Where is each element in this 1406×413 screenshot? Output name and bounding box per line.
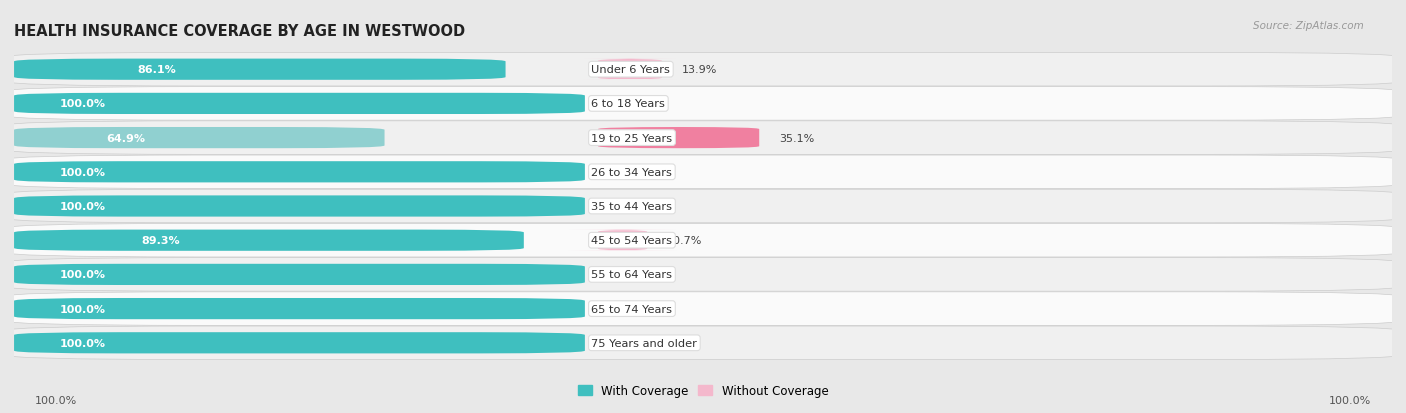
FancyBboxPatch shape xyxy=(1,156,1405,189)
Text: 0.0%: 0.0% xyxy=(617,338,645,348)
Text: 64.9%: 64.9% xyxy=(107,133,146,143)
Text: 19 to 25 Years: 19 to 25 Years xyxy=(592,133,672,143)
FancyBboxPatch shape xyxy=(583,59,676,81)
Text: 100.0%: 100.0% xyxy=(59,338,105,348)
Text: 10.7%: 10.7% xyxy=(666,236,702,246)
Text: 55 to 64 Years: 55 to 64 Years xyxy=(592,270,672,280)
Text: 26 to 34 Years: 26 to 34 Years xyxy=(592,167,672,177)
FancyBboxPatch shape xyxy=(1,292,1405,325)
Text: 45 to 54 Years: 45 to 54 Years xyxy=(592,236,672,246)
Text: 100.0%: 100.0% xyxy=(59,167,105,177)
Text: 100.0%: 100.0% xyxy=(59,304,105,314)
Legend: With Coverage, Without Coverage: With Coverage, Without Coverage xyxy=(572,379,834,401)
Text: HEALTH INSURANCE COVERAGE BY AGE IN WESTWOOD: HEALTH INSURANCE COVERAGE BY AGE IN WEST… xyxy=(14,24,465,39)
Text: Under 6 Years: Under 6 Years xyxy=(592,65,671,75)
FancyBboxPatch shape xyxy=(14,59,506,81)
Text: 100.0%: 100.0% xyxy=(59,202,105,211)
Text: 86.1%: 86.1% xyxy=(136,65,176,75)
Text: 0.0%: 0.0% xyxy=(617,99,645,109)
FancyBboxPatch shape xyxy=(14,196,585,217)
FancyBboxPatch shape xyxy=(14,264,585,285)
FancyBboxPatch shape xyxy=(14,162,585,183)
FancyBboxPatch shape xyxy=(1,258,1405,292)
Text: 100.0%: 100.0% xyxy=(35,395,77,405)
FancyBboxPatch shape xyxy=(1,121,1405,155)
FancyBboxPatch shape xyxy=(14,298,585,319)
Text: 35.1%: 35.1% xyxy=(779,133,814,143)
FancyBboxPatch shape xyxy=(14,128,384,149)
Text: 89.3%: 89.3% xyxy=(142,236,180,246)
Text: 0.0%: 0.0% xyxy=(617,202,645,211)
FancyBboxPatch shape xyxy=(1,190,1405,223)
FancyBboxPatch shape xyxy=(598,128,759,149)
FancyBboxPatch shape xyxy=(14,332,585,354)
FancyBboxPatch shape xyxy=(14,94,585,115)
Text: 35 to 44 Years: 35 to 44 Years xyxy=(592,202,672,211)
Text: 6 to 18 Years: 6 to 18 Years xyxy=(592,99,665,109)
FancyBboxPatch shape xyxy=(1,224,1405,257)
Text: 65 to 74 Years: 65 to 74 Years xyxy=(592,304,672,314)
Text: 0.0%: 0.0% xyxy=(617,304,645,314)
Text: 13.9%: 13.9% xyxy=(682,65,717,75)
Text: 75 Years and older: 75 Years and older xyxy=(592,338,697,348)
Text: 0.0%: 0.0% xyxy=(617,270,645,280)
FancyBboxPatch shape xyxy=(1,88,1405,121)
Text: Source: ZipAtlas.com: Source: ZipAtlas.com xyxy=(1253,21,1364,31)
FancyBboxPatch shape xyxy=(1,326,1405,360)
FancyBboxPatch shape xyxy=(14,230,524,251)
FancyBboxPatch shape xyxy=(568,230,676,251)
Text: 100.0%: 100.0% xyxy=(1329,395,1371,405)
Text: 100.0%: 100.0% xyxy=(59,270,105,280)
Text: 100.0%: 100.0% xyxy=(59,99,105,109)
FancyBboxPatch shape xyxy=(1,53,1405,87)
Text: 0.0%: 0.0% xyxy=(617,167,645,177)
